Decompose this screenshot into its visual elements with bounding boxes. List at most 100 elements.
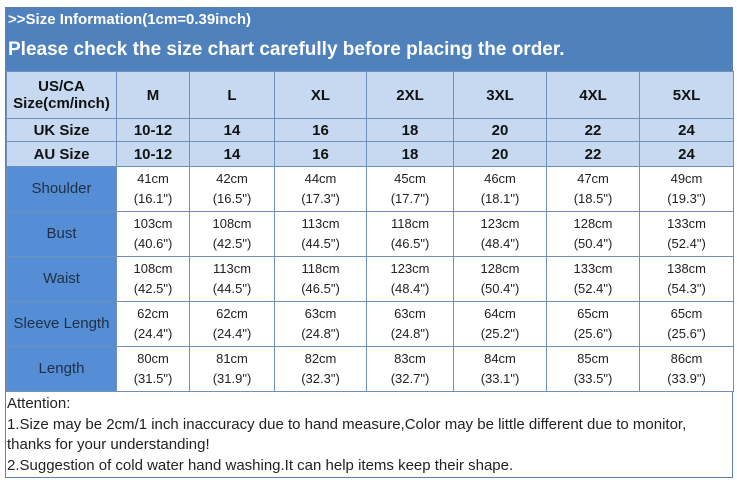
inch-value: (18.5") [573, 191, 613, 206]
inch-value: (33.5") [573, 371, 613, 386]
cm-value: 47cm [577, 171, 609, 186]
size-header: M [116, 71, 190, 119]
cm-value: 41cm [137, 171, 169, 186]
inch-value: (48.4") [390, 281, 430, 296]
size-value: 22 [546, 118, 640, 142]
measurement-cell: 118cm (46.5") [366, 211, 454, 257]
measurement-cell: 133cm (52.4") [546, 256, 640, 302]
cm-value: 42cm [216, 171, 248, 186]
uk-size-row: UK Size 10-12 14 16 18 20 22 24 [6, 118, 734, 142]
header-row: US/CA Size(cm/inch) M L XL 2XL 3XL 4XL 5XL [6, 71, 734, 119]
measurement-label: Sleeve Length [6, 301, 117, 347]
inch-value: (42.5") [212, 236, 252, 251]
measurement-cell: 108cm (42.5") [116, 256, 190, 302]
size-value: 10-12 [116, 141, 190, 167]
cm-value: 128cm [480, 261, 520, 276]
inch-value: (16.5") [212, 191, 252, 206]
attention-line: Attention: [7, 395, 71, 412]
measurement-cell: 123cm (48.4") [366, 256, 454, 302]
size-value: 14 [189, 141, 275, 167]
inch-value: (48.4") [480, 236, 520, 251]
attention-notes: Attention: 1.Size may be 2cm/1 inch inacc… [6, 392, 732, 476]
cm-value: 63cm [394, 306, 426, 321]
corner-line1: US/CA [38, 78, 85, 95]
size-chart-notice: Please check the size chart carefully be… [8, 39, 565, 60]
measurement-cell: 62cm (24.4") [116, 301, 190, 347]
measurement-cell: 118cm (46.5") [274, 256, 367, 302]
measurement-label: Waist [6, 256, 117, 302]
cm-value: 133cm [573, 261, 613, 276]
size-value: 10-12 [116, 118, 190, 142]
measurement-cell: 64cm (25.2") [453, 301, 547, 347]
inch-value: (17.3") [301, 191, 340, 206]
inch-value: (32.7") [390, 371, 430, 386]
size-value: 14 [189, 118, 275, 142]
measurement-cell: 81cm (31.9") [189, 346, 275, 392]
measurement-cell: 133cm (52.4") [639, 211, 734, 257]
inch-value: (42.5") [133, 281, 173, 296]
inch-value: (46.5") [301, 281, 340, 296]
cm-value: 44cm [304, 171, 337, 186]
measurement-label: Shoulder [6, 166, 117, 212]
inch-value: (17.7") [390, 191, 430, 206]
size-chart: >>Size Information(1cm=0.39inch) Please … [5, 7, 734, 478]
cm-value: 83cm [394, 351, 426, 366]
inch-value: (24.4") [133, 326, 173, 341]
measurement-cell: 113cm (44.5") [274, 211, 367, 257]
row-label: UK Size [6, 118, 117, 142]
size-value: 20 [453, 141, 547, 167]
cm-value: 65cm [577, 306, 609, 321]
size-header: XL [274, 71, 367, 119]
measurement-cell: 41cm (16.1") [116, 166, 190, 212]
attention-line: 2.Suggestion of cold water hand washing.… [7, 456, 514, 474]
cm-value: 138cm [666, 261, 707, 276]
inch-value: (24.8") [390, 326, 430, 341]
measurement-cell: 85cm (33.5") [546, 346, 640, 392]
table-row: Shoulder 41cm (16.1") 42cm (16.5") 44cm (17.3"… [6, 166, 734, 212]
inch-value: (44.5") [301, 236, 340, 251]
header-corner: US/CA Size(cm/inch) [6, 71, 117, 119]
cm-value: 123cm [480, 216, 520, 231]
size-header: 4XL [546, 71, 640, 119]
measurement-label: Length [6, 346, 117, 392]
measurement-cell: 113cm (44.5") [189, 256, 275, 302]
size-value: 18 [366, 141, 454, 167]
cm-value: 46cm [484, 171, 516, 186]
measurement-cell: 80cm (31.5") [116, 346, 190, 392]
cm-value: 133cm [666, 216, 707, 231]
size-value: 22 [546, 141, 640, 167]
measurement-cell: 123cm (48.4") [453, 211, 547, 257]
inch-value: (24.4") [212, 326, 252, 341]
cm-value: 108cm [212, 216, 252, 231]
size-value: 18 [366, 118, 454, 142]
measurement-cell: 62cm (24.4") [189, 301, 275, 347]
size-info-title: >>Size Information(1cm=0.39inch) [8, 11, 251, 28]
measurement-cell: 103cm (40.6") [116, 211, 190, 257]
cm-value: 65cm [670, 306, 703, 321]
cm-value: 84cm [484, 351, 516, 366]
inch-value: (54.3") [667, 281, 706, 296]
inch-value: (40.6") [133, 236, 173, 251]
size-value: 16 [274, 141, 367, 167]
measurement-cell: 128cm (50.4") [546, 211, 640, 257]
cm-value: 49cm [670, 171, 703, 186]
title-bar: >>Size Information(1cm=0.39inch) Please … [6, 8, 732, 71]
inch-value: (50.4") [573, 236, 613, 251]
cm-value: 113cm [301, 216, 340, 231]
inch-value: (46.5") [390, 236, 430, 251]
au-size-row: AU Size 10-12 14 16 18 20 22 24 [6, 141, 734, 167]
corner-line2: Size(cm/inch) [13, 95, 110, 112]
measurement-cell: 45cm (17.7") [366, 166, 454, 212]
measurement-cell: 63cm (24.8") [366, 301, 454, 347]
measurement-cell: 86cm (33.9") [639, 346, 734, 392]
size-value: 20 [453, 118, 547, 142]
table-row: Waist 108cm (42.5") 113cm (44.5") 118cm (46.5"… [6, 256, 734, 302]
table-row: Length 80cm (31.5") 81cm (31.9") 82cm (32.3") 8… [6, 346, 734, 392]
inch-value: (16.1") [133, 191, 173, 206]
size-header: L [189, 71, 275, 119]
inch-value: (52.4") [667, 236, 706, 251]
inch-value: (18.1") [480, 191, 520, 206]
cm-value: 118cm [301, 261, 340, 276]
inch-value: (25.2") [480, 326, 520, 341]
cm-value: 80cm [137, 351, 169, 366]
